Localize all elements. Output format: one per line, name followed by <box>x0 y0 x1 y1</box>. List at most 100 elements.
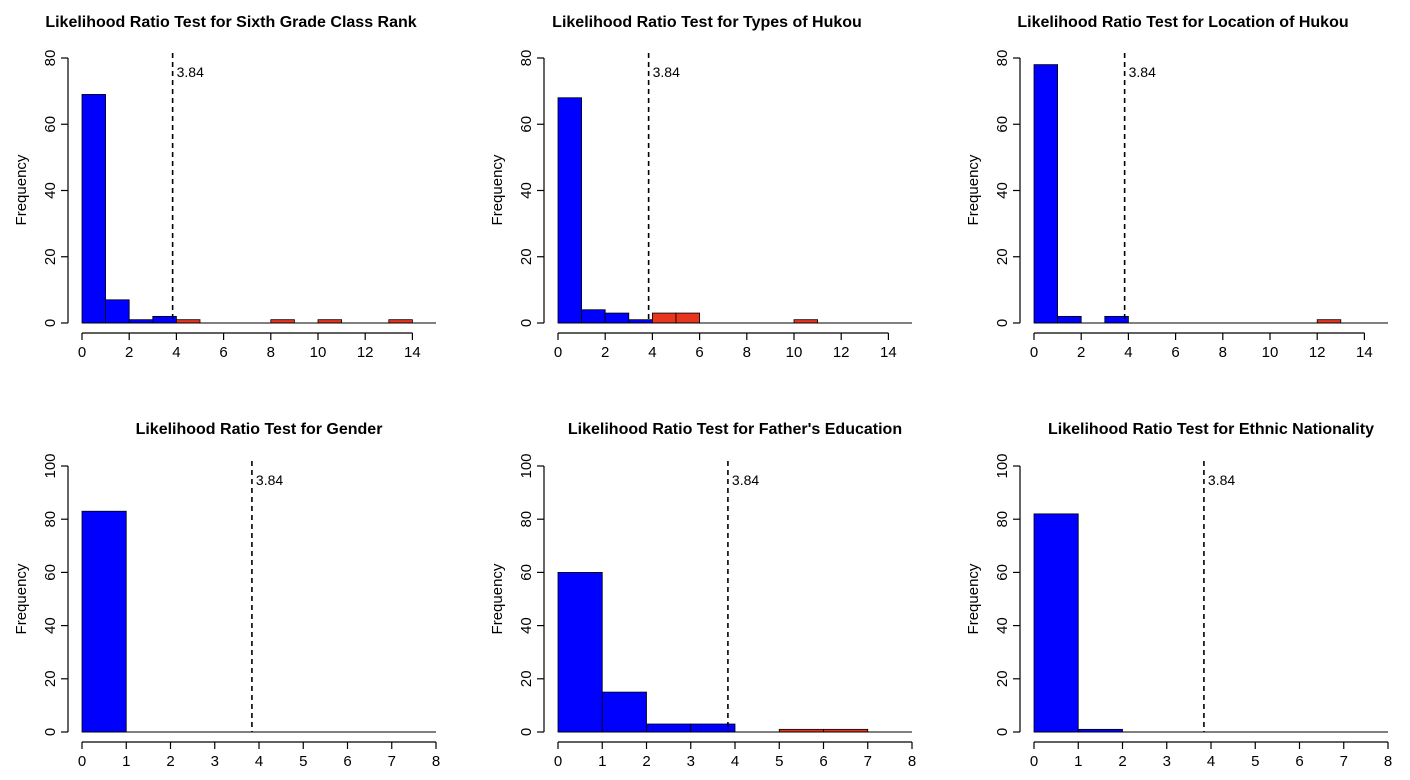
y-tick-label: 20 <box>518 670 535 687</box>
y-axis-label: Frequency <box>489 563 506 634</box>
x-tick-label: 5 <box>1251 753 1259 770</box>
x-tick-label: 2 <box>601 344 609 361</box>
x-tick-label: 4 <box>1207 753 1215 770</box>
critical-value-label: 3.84 <box>256 472 283 488</box>
y-tick-label: 20 <box>42 248 59 265</box>
y-tick-label: 0 <box>518 319 535 327</box>
histogram-bar <box>675 312 701 324</box>
x-tick-label: 10 <box>1262 344 1279 361</box>
y-tick-label: 40 <box>994 617 1011 634</box>
y-tick-label: 60 <box>518 564 535 581</box>
y-tick-label: 40 <box>42 182 59 199</box>
x-tick-label: 0 <box>554 753 562 770</box>
x-tick-label: 6 <box>343 753 351 770</box>
chart-title: Likelihood Ratio Test for Ethnic Nationa… <box>1048 421 1374 438</box>
y-tick-label: 60 <box>42 564 59 581</box>
y-tick-label: 100 <box>42 453 59 478</box>
x-tick-label: 6 <box>1171 344 1179 361</box>
x-tick-label: 6 <box>695 344 703 361</box>
x-tick-label: 0 <box>554 344 562 361</box>
histogram-bar <box>1057 315 1082 324</box>
x-tick-label: 8 <box>267 344 275 361</box>
x-tick-label: 4 <box>731 753 739 770</box>
x-tick-label: 0 <box>78 344 86 361</box>
histogram-bar <box>81 510 127 733</box>
critical-value-label: 3.84 <box>653 64 680 80</box>
y-tick-label: 40 <box>518 617 535 634</box>
histogram-bar <box>1033 64 1059 324</box>
x-tick-label: 1 <box>1074 753 1082 770</box>
x-tick-label: 10 <box>310 344 327 361</box>
histogram-bar <box>601 691 647 733</box>
chart-title: Likelihood Ratio Test for Location of Hu… <box>1017 14 1348 31</box>
y-tick-label: 0 <box>994 728 1011 736</box>
histogram-bar <box>105 299 130 324</box>
histogram-panel: Likelihood Ratio Test for Father's Educa… <box>489 421 916 770</box>
histogram-panel: Likelihood Ratio Test for Location of Hu… <box>965 14 1388 361</box>
y-tick-label: 0 <box>518 728 535 736</box>
histogram-bar <box>1033 513 1079 733</box>
y-axis-label: Frequency <box>965 563 982 634</box>
y-tick-label: 20 <box>518 248 535 265</box>
y-tick-label: 0 <box>994 319 1011 327</box>
y-tick-label: 100 <box>994 453 1011 478</box>
y-tick-label: 80 <box>518 511 535 528</box>
y-tick-label: 60 <box>994 116 1011 133</box>
x-tick-label: 2 <box>166 753 174 770</box>
chart-title: Likelihood Ratio Test for Father's Educa… <box>568 421 902 438</box>
y-axis-label: Frequency <box>13 563 30 634</box>
x-tick-label: 5 <box>775 753 783 770</box>
x-tick-label: 6 <box>819 753 827 770</box>
histogram-bar <box>557 572 603 733</box>
x-tick-label: 3 <box>687 753 695 770</box>
x-tick-label: 2 <box>642 753 650 770</box>
x-tick-label: 4 <box>648 344 656 361</box>
histogram-bar <box>81 94 107 324</box>
chart-title: Likelihood Ratio Test for Gender <box>136 421 383 438</box>
x-tick-label: 4 <box>255 753 263 770</box>
histogram-bar <box>604 312 630 324</box>
y-tick-label: 60 <box>518 116 535 133</box>
y-tick-label: 80 <box>42 511 59 528</box>
x-tick-label: 8 <box>1384 753 1392 770</box>
x-tick-label: 6 <box>1295 753 1303 770</box>
histogram-bar <box>646 723 692 733</box>
histogram-bar <box>557 97 583 324</box>
histogram-panel: Likelihood Ratio Test for Sixth Grade Cl… <box>13 14 436 361</box>
critical-value-label: 3.84 <box>177 64 204 80</box>
x-tick-label: 0 <box>1030 344 1038 361</box>
y-tick-label: 0 <box>42 319 59 327</box>
y-axis-label: Frequency <box>489 154 506 225</box>
x-tick-label: 3 <box>211 753 219 770</box>
y-axis-label: Frequency <box>965 154 982 225</box>
x-tick-label: 4 <box>1124 344 1132 361</box>
y-tick-label: 20 <box>994 248 1011 265</box>
x-tick-label: 8 <box>743 344 751 361</box>
critical-value-label: 3.84 <box>732 472 759 488</box>
x-tick-label: 0 <box>1030 753 1038 770</box>
critical-value-label: 3.84 <box>1208 472 1235 488</box>
y-tick-label: 60 <box>42 116 59 133</box>
chart-title: Likelihood Ratio Test for Sixth Grade Cl… <box>45 14 416 31</box>
y-tick-label: 0 <box>42 728 59 736</box>
x-tick-label: 12 <box>357 344 374 361</box>
x-tick-label: 2 <box>125 344 133 361</box>
histogram-panel: Likelihood Ratio Test for Ethnic Nationa… <box>965 421 1392 770</box>
x-tick-label: 7 <box>1340 753 1348 770</box>
x-tick-label: 2 <box>1077 344 1085 361</box>
x-tick-label: 8 <box>1219 344 1227 361</box>
x-tick-label: 7 <box>864 753 872 770</box>
y-tick-label: 40 <box>42 617 59 634</box>
x-tick-label: 5 <box>299 753 307 770</box>
histogram-bar <box>581 309 606 324</box>
x-tick-label: 12 <box>1309 344 1326 361</box>
x-tick-label: 8 <box>908 753 916 770</box>
y-tick-label: 20 <box>42 670 59 687</box>
x-tick-label: 6 <box>219 344 227 361</box>
critical-value-label: 3.84 <box>1129 64 1156 80</box>
y-tick-label: 40 <box>994 182 1011 199</box>
x-tick-label: 1 <box>598 753 606 770</box>
y-tick-label: 20 <box>994 670 1011 687</box>
y-tick-label: 80 <box>42 50 59 67</box>
